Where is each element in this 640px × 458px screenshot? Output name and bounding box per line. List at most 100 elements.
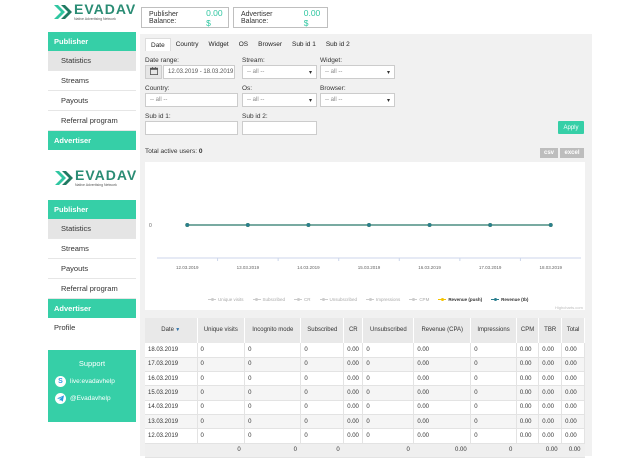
chevron-down-icon: ▾ (308, 98, 312, 104)
column-header[interactable]: Impressions (470, 318, 517, 343)
legend-item[interactable]: CR (294, 297, 311, 302)
table-cell: 0 (470, 414, 517, 430)
table-cell: 0 (300, 371, 345, 387)
subid2-input[interactable] (242, 121, 317, 135)
legend-item[interactable]: Revenue (tb) (491, 297, 528, 302)
sidebar-item-payouts[interactable]: Payouts (48, 259, 136, 279)
logo-top[interactable]: EVADAV Native Advertising Network (54, 2, 136, 21)
column-header[interactable]: Date ▼ (145, 318, 198, 343)
tab-date[interactable]: Date (145, 38, 171, 51)
legend-item[interactable]: Unique visits (208, 297, 244, 302)
column-header[interactable]: Incognito mode (244, 318, 302, 343)
table-cell: 0.00 (413, 357, 472, 373)
table-cell: 0.00 (413, 400, 472, 415)
legend-item[interactable]: Impressions (366, 297, 400, 302)
sidebar-item-statistics[interactable]: Statistics (48, 51, 136, 71)
logo-wordmark: EVADAV (75, 167, 138, 183)
sidebar-advertiser-header[interactable]: Advertiser (48, 299, 136, 318)
table-total-cell (145, 443, 197, 458)
country-select[interactable]: -- all -- (145, 93, 238, 107)
table-cell: 0.00 (516, 371, 540, 387)
stream-label: Stream: (242, 57, 265, 64)
table-cell: 0 (362, 414, 415, 430)
table-cell: 16.03.2019 (145, 371, 198, 387)
logo-sidebar[interactable]: EVADAV Native Advertising Network (55, 168, 137, 187)
active-users: Total active users: 0 (145, 148, 202, 155)
sidebar-publisher-header[interactable]: Publisher (48, 200, 136, 219)
table-total-cell: 0.00 (538, 443, 562, 458)
table-cell: 0 (244, 400, 302, 415)
table-cell: 0 (197, 385, 246, 401)
chevron-down-icon: ▾ (308, 70, 312, 76)
os-select[interactable]: -- all -- ▾ (242, 93, 317, 107)
tab-browser[interactable]: Browser (258, 41, 282, 48)
column-header[interactable]: Revenue (CPA) (413, 318, 472, 343)
csv-button[interactable]: csv (540, 148, 558, 158)
sidebar-item-referral[interactable]: Referral program (48, 279, 136, 299)
table-cell: 0 (197, 414, 246, 430)
sidebar-advertiser-header[interactable]: Advertiser (48, 131, 136, 150)
legend-item[interactable]: Revenue (push) (438, 297, 482, 302)
date-range-input[interactable]: 12.03.2019 - 18.03.2019 (163, 65, 235, 79)
support-skype[interactable]: S live:evadavhelp (55, 376, 136, 387)
column-header[interactable]: Unsubscribed (362, 318, 415, 343)
column-header[interactable]: Total (561, 318, 585, 343)
active-users-label: Total active users: (145, 148, 198, 155)
column-header[interactable]: CR (343, 318, 364, 343)
widget-select[interactable]: -- all -- ▾ (320, 65, 395, 79)
excel-button[interactable]: excel (560, 148, 584, 158)
column-header[interactable]: Unique visits (197, 318, 246, 343)
table-cell: 0.00 (538, 428, 563, 444)
calendar-button[interactable] (145, 65, 162, 79)
stats-tabs: Date Country Widget OS Browser Sub id 1 … (145, 38, 355, 51)
table-cell: 0 (197, 428, 246, 444)
table-cell: 0 (197, 400, 246, 415)
legend-item[interactable]: Unsubscribed (319, 297, 357, 302)
table-cell: 18.03.2019 (145, 343, 198, 358)
column-header[interactable]: CPM (516, 318, 540, 343)
subid2-label: Sub id 2: (242, 113, 268, 120)
widget-select-value: -- all -- (325, 69, 343, 75)
table-cell: 12.03.2019 (145, 428, 198, 444)
table-cell: 0.00 (343, 385, 364, 401)
sort-desc-icon[interactable]: ▼ (173, 327, 181, 334)
table-cell: 0 (470, 343, 517, 358)
advertiser-balance: Advertiser Balance: 0.00 $ (233, 7, 328, 28)
sidebar-item-statistics[interactable]: Statistics (48, 219, 136, 239)
table-cell: 0 (244, 357, 302, 373)
legend-item[interactable]: CPM (409, 297, 429, 302)
tab-subid2[interactable]: Sub id 2 (325, 41, 350, 48)
support-telegram[interactable]: @Evadavhelp (55, 393, 136, 404)
table-cell: 0.00 (561, 357, 585, 373)
sidebar-item-referral[interactable]: Referral program (48, 111, 136, 131)
subid1-input[interactable] (145, 121, 238, 135)
table-cell: 0.00 (343, 414, 364, 430)
legend-label: Subscribed (262, 297, 286, 302)
browser-select[interactable]: -- all -- ▾ (320, 93, 395, 107)
table-total-cell: 0.00 (561, 443, 585, 458)
date-range-label: Date range: (145, 57, 179, 64)
sidebar-item-profile[interactable]: Profile (54, 323, 76, 332)
table-cell: 0.00 (561, 414, 585, 430)
table-cell: 0 (244, 414, 302, 430)
tab-country[interactable]: Country (175, 41, 199, 48)
column-header[interactable]: TBR (538, 318, 563, 343)
table-header-row: Date ▼ Unique visits Incognito mode Subscri… (145, 318, 585, 343)
column-header[interactable]: Subscribed (300, 318, 345, 343)
support-telegram-label: @Evadavhelp (70, 395, 111, 402)
sidebar-publisher-header[interactable]: Publisher (48, 32, 136, 51)
sidebar-item-payouts[interactable]: Payouts (48, 91, 136, 111)
legend-label: Revenue (tb) (501, 297, 529, 302)
sidebar-item-streams[interactable]: Streams (48, 71, 136, 91)
apply-button[interactable]: Apply (558, 121, 584, 134)
tab-os[interactable]: OS (238, 41, 249, 48)
table-total-cell (516, 443, 539, 458)
sidebar-item-streams[interactable]: Streams (48, 239, 136, 259)
legend-label: Revenue (push) (448, 297, 483, 302)
legend-item[interactable]: Subscribed (252, 297, 286, 302)
stream-select[interactable]: -- all -- ▾ (242, 65, 317, 79)
tab-subid1[interactable]: Sub id 1 (291, 41, 316, 48)
tab-widget[interactable]: Widget (208, 41, 229, 48)
chevron-down-icon: ▾ (386, 70, 390, 76)
table-cell: 0.00 (413, 371, 472, 387)
